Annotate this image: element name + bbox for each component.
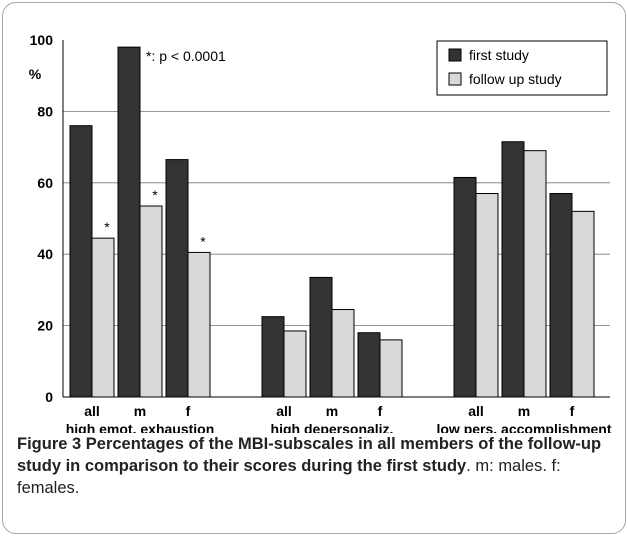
bars: * * * (69, 46, 595, 398)
bar-2-m-followup (523, 150, 547, 398)
category-label-all: all (84, 403, 100, 419)
bar-2-all-followup (475, 193, 499, 398)
group-label-1: high depersonaliz. (271, 421, 394, 433)
legend-swatch-first-study (448, 48, 462, 62)
axes: % *: p < 0.0001 0 20 40 60 80 100 (29, 32, 610, 405)
bar-2-m-first (501, 141, 525, 398)
category-label-m: m (134, 403, 146, 419)
category-labels: all m f high emot. exhaustion all m f high depe… (66, 403, 612, 433)
bar-0-f-followup (187, 251, 211, 398)
bar-0-all-first (69, 125, 93, 398)
bar-1-m-first (309, 276, 333, 398)
y-tick-label-40: 40 (37, 246, 53, 262)
bar-1-f-followup (379, 339, 403, 398)
bar-0-all-followup (91, 237, 115, 398)
significance-star-f: * (200, 233, 206, 249)
y-axis-label: % (29, 66, 42, 82)
bar-1-all-first (261, 316, 285, 398)
legend: first study follow up study (436, 40, 608, 96)
bar-1-all-followup (283, 330, 307, 398)
bar-0-m-followup (139, 205, 163, 398)
bar-1-f-first (357, 332, 381, 398)
significance-star-m: * (152, 187, 158, 203)
bar-1-m-followup (331, 309, 355, 398)
significance-note: *: p < 0.0001 (146, 48, 226, 64)
category-label-m: m (326, 403, 338, 419)
group-label-0: high emot. exhaustion (66, 421, 215, 433)
bar-2-f-first (549, 193, 573, 398)
category-label-f: f (570, 403, 575, 419)
figure-caption: Figure 3 Percentages of the MBI-subscale… (17, 433, 615, 499)
bar-chart: * * * % *: p < 0.0001 0 20 40 60 80 100 all m f hi… (29, 32, 612, 433)
bar-2-f-followup (571, 210, 595, 398)
group-label-2: low pers. accomplishment (436, 421, 611, 433)
legend-label-follow-up-study: follow up study (469, 71, 562, 87)
caption-note: . m: males. f: females. (17, 457, 561, 497)
legend-box (436, 40, 608, 96)
caption-title: Percentages of the MBI-subscales in all … (17, 435, 602, 475)
y-tick-label-20: 20 (37, 318, 53, 334)
significance-star-all: * (104, 219, 110, 235)
bar-0-m-first (117, 46, 141, 398)
y-tick-label-100: 100 (30, 32, 54, 48)
category-label-all: all (468, 403, 484, 419)
category-label-f: f (186, 403, 191, 419)
category-label-all: all (276, 403, 292, 419)
category-label-m: m (518, 403, 530, 419)
category-label-f: f (378, 403, 383, 419)
bar-2-all-first (453, 176, 477, 398)
y-tick-label-0: 0 (45, 389, 53, 405)
bar-0-f-first (165, 159, 189, 398)
y-tick-label-60: 60 (37, 175, 53, 191)
y-tick-label-80: 80 (37, 103, 53, 119)
legend-label-first-study: first study (469, 47, 529, 63)
caption-figure-label: Figure 3 (17, 435, 82, 453)
legend-swatch-follow-up-study (448, 72, 462, 86)
